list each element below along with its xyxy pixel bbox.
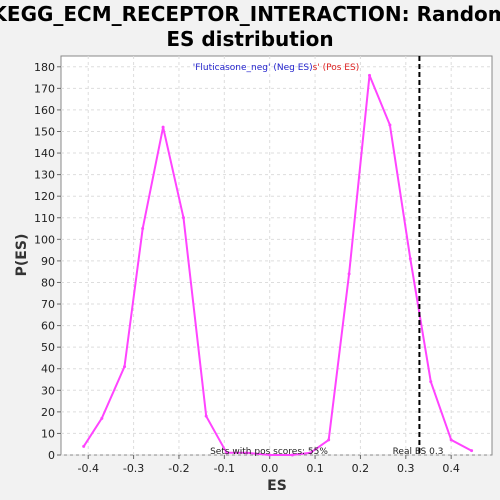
x-tick-label: -0.2 <box>168 462 189 475</box>
data-point <box>449 438 453 442</box>
x-tick-label: 0.2 <box>352 462 370 475</box>
data-point <box>408 257 412 261</box>
plot-area <box>60 55 493 456</box>
chart-title-line-1: KEGG_ECM_RECEPTOR_INTERACTION: Random <box>0 2 500 26</box>
y-tick-label: 120 <box>34 190 55 203</box>
real-es-annotation: Real ES 0.3 <box>393 447 444 457</box>
y-axis-label: P(ES) <box>14 234 30 277</box>
es-distribution-line <box>82 75 473 456</box>
data-point <box>161 125 165 129</box>
data-point <box>181 216 185 220</box>
data-point <box>268 453 272 457</box>
x-tick-label: 0.3 <box>397 462 415 475</box>
legend-neg-es: 'Fluticasone_neg' (Neg ES) <box>193 63 313 73</box>
data-point <box>100 416 104 420</box>
y-tick-label: 0 <box>48 449 55 462</box>
grid-lines <box>61 56 492 456</box>
y-tick-label: 150 <box>34 125 55 138</box>
data-point <box>327 438 331 442</box>
data-point <box>245 451 249 455</box>
x-tick-label: -0.1 <box>214 462 235 475</box>
y-tick-label: 180 <box>34 61 55 74</box>
es-distribution-points <box>82 73 474 457</box>
data-point <box>429 380 433 384</box>
x-tick-label: 0.0 <box>261 462 279 475</box>
y-tick-label: 140 <box>34 147 55 160</box>
y-tick-label: 60 <box>41 320 55 333</box>
chart-title-line-2: ES distribution <box>166 27 333 51</box>
y-tick-label: 170 <box>34 82 55 95</box>
y-tick-label: 20 <box>41 406 55 419</box>
y-tick-label: 90 <box>41 255 55 268</box>
legend: 'Fluticasone_neg' (Neg ES)s' (Pos ES) <box>193 63 359 73</box>
data-point <box>225 451 229 455</box>
y-tick-label: 100 <box>34 233 55 246</box>
y-tick-label: 30 <box>41 384 55 397</box>
y-tick-label: 160 <box>34 104 55 117</box>
data-point <box>141 227 145 231</box>
x-axis-ticks: -0.4 -0.3 -0.2 -0.1 0.0 0.1 0.2 0.3 0.4 <box>77 455 460 475</box>
data-point <box>470 449 474 453</box>
y-axis-ticks: 0 10 20 30 40 50 60 70 80 90 100 110 120 130 140 150 160… <box>34 61 61 462</box>
data-point <box>347 272 351 276</box>
x-axis-label: ES <box>267 478 287 494</box>
data-point <box>290 453 294 457</box>
data-point <box>123 365 127 369</box>
y-tick-label: 110 <box>34 212 55 225</box>
y-tick-label: 70 <box>41 298 55 311</box>
data-point <box>309 451 313 455</box>
y-tick-label: 40 <box>41 363 55 376</box>
y-tick-label: 80 <box>41 276 55 289</box>
x-tick-label: 0.1 <box>306 462 324 475</box>
y-tick-label: 130 <box>34 169 55 182</box>
data-point <box>388 123 392 127</box>
x-tick-label: -0.3 <box>123 462 144 475</box>
x-tick-label: -0.4 <box>77 462 98 475</box>
data-point <box>204 414 208 418</box>
pos-scores-annotation: Sets with pos scores: 55% <box>210 447 328 457</box>
y-tick-label: 10 <box>41 427 55 440</box>
x-tick-label: 0.4 <box>442 462 460 475</box>
y-tick-label: 50 <box>41 341 55 354</box>
data-point <box>368 73 372 77</box>
legend-pos-es: s' (Pos ES) <box>313 63 360 73</box>
data-point <box>82 444 86 448</box>
